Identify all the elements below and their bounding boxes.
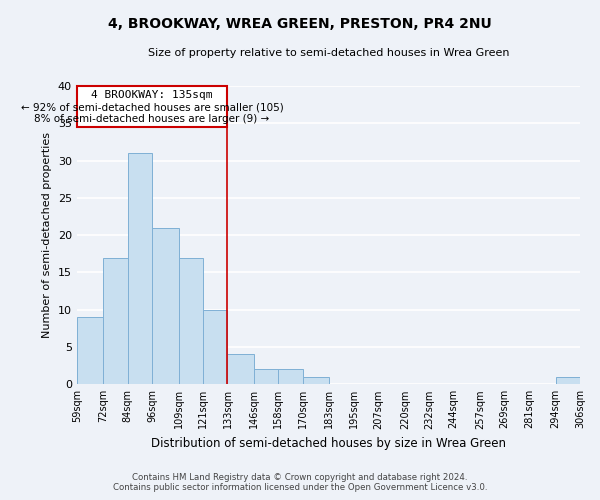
Bar [179, 258, 203, 384]
Text: ← 92% of semi-detached houses are smaller (105): ← 92% of semi-detached houses are smalle… [21, 102, 283, 113]
Bar [278, 370, 303, 384]
X-axis label: Distribution of semi-detached houses by size in Wrea Green: Distribution of semi-detached houses by … [151, 437, 506, 450]
Text: 4, BROOKWAY, WREA GREEN, PRESTON, PR4 2NU: 4, BROOKWAY, WREA GREEN, PRESTON, PR4 2N… [108, 18, 492, 32]
Bar [303, 377, 329, 384]
Bar [556, 377, 580, 384]
Bar [103, 258, 128, 384]
Text: 8% of semi-detached houses are larger (9) →: 8% of semi-detached houses are larger (9… [34, 114, 270, 124]
Bar [254, 370, 278, 384]
Bar [152, 228, 179, 384]
Bar [227, 354, 254, 384]
Bar [128, 153, 152, 384]
Title: Size of property relative to semi-detached houses in Wrea Green: Size of property relative to semi-detach… [148, 48, 509, 58]
Text: Contains HM Land Registry data © Crown copyright and database right 2024.
Contai: Contains HM Land Registry data © Crown c… [113, 473, 487, 492]
Y-axis label: Number of semi-detached properties: Number of semi-detached properties [42, 132, 52, 338]
Bar [77, 317, 103, 384]
FancyBboxPatch shape [77, 86, 227, 127]
Bar [203, 310, 227, 384]
Text: 4 BROOKWAY: 135sqm: 4 BROOKWAY: 135sqm [91, 90, 213, 100]
